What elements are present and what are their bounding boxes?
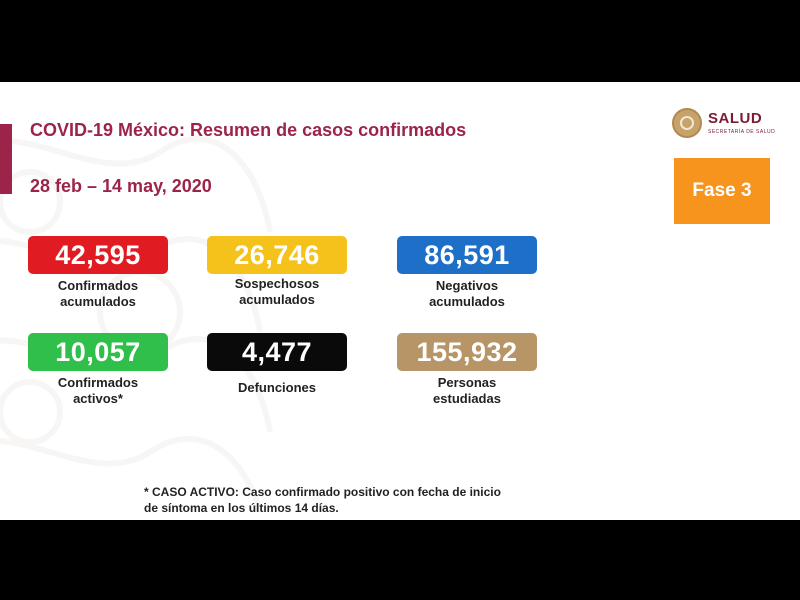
seal-icon bbox=[672, 108, 702, 138]
stat-value: 155,932 bbox=[397, 333, 537, 371]
phase-badge: Fase 3 bbox=[674, 158, 770, 224]
salud-logo: SALUD SECRETARÍA DE SALUD bbox=[672, 108, 782, 140]
stat-suspected-cumulative: 26,746 Sospechosos acumulados bbox=[207, 236, 347, 308]
stat-label: Sospechosos acumulados bbox=[234, 276, 320, 307]
page-title: COVID-19 México: Resumen de casos confir… bbox=[30, 120, 467, 140]
stat-label: Negativos acumulados bbox=[429, 278, 505, 309]
stat-value: 26,746 bbox=[207, 236, 347, 274]
stat-value: 42,595 bbox=[28, 236, 168, 274]
stat-confirmed-cumulative: 42,595 Confirmados acumulados bbox=[28, 236, 168, 310]
stat-label: Confirmados activos* bbox=[57, 375, 139, 406]
stat-value: 86,591 bbox=[397, 236, 537, 274]
logo-subtitle: SECRETARÍA DE SALUD bbox=[708, 129, 776, 135]
stat-value: 10,057 bbox=[28, 333, 168, 371]
stat-value: 4,477 bbox=[207, 333, 347, 371]
stat-label: Confirmados acumulados bbox=[57, 278, 139, 309]
stat-confirmed-active: 10,057 Confirmados activos* bbox=[28, 333, 168, 407]
stat-people-studied: 155,932 Personas estudiadas bbox=[397, 333, 537, 407]
date-range: 28 feb – 14 may, 2020 bbox=[30, 176, 212, 196]
stat-label: Defunciones bbox=[237, 380, 316, 395]
accent-bar bbox=[0, 124, 12, 194]
stat-label: Personas estudiadas bbox=[433, 375, 501, 406]
slide: COVID-19 México: Resumen de casos confir… bbox=[0, 82, 800, 520]
stat-deaths: 4,477 Defunciones bbox=[207, 333, 347, 396]
background-ornament-pattern bbox=[0, 136, 273, 512]
footnote: * CASO ACTIVO: Caso confirmado positivo … bbox=[144, 485, 501, 515]
stat-negative-cumulative: 86,591 Negativos acumulados bbox=[397, 236, 537, 310]
logo-name: SALUD bbox=[708, 110, 763, 127]
